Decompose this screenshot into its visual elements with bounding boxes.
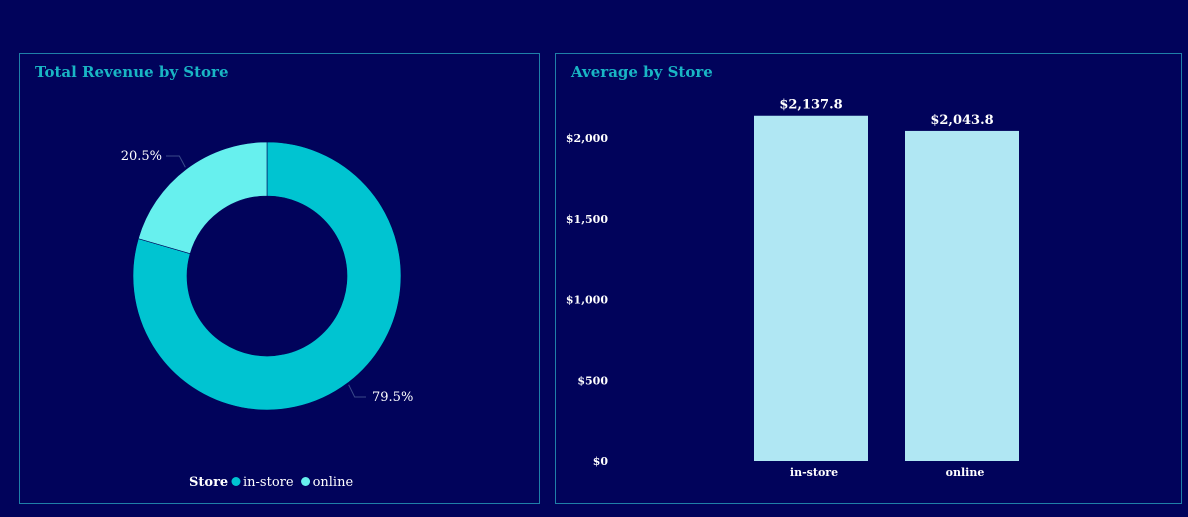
revenue-by-store-panel: Total Revenue by Store [19, 53, 540, 504]
bar-chart-title: Average by Store [571, 63, 713, 81]
average-by-store-panel: Average by Store [555, 53, 1182, 504]
donut-chart-title: Total Revenue by Store [35, 63, 229, 81]
